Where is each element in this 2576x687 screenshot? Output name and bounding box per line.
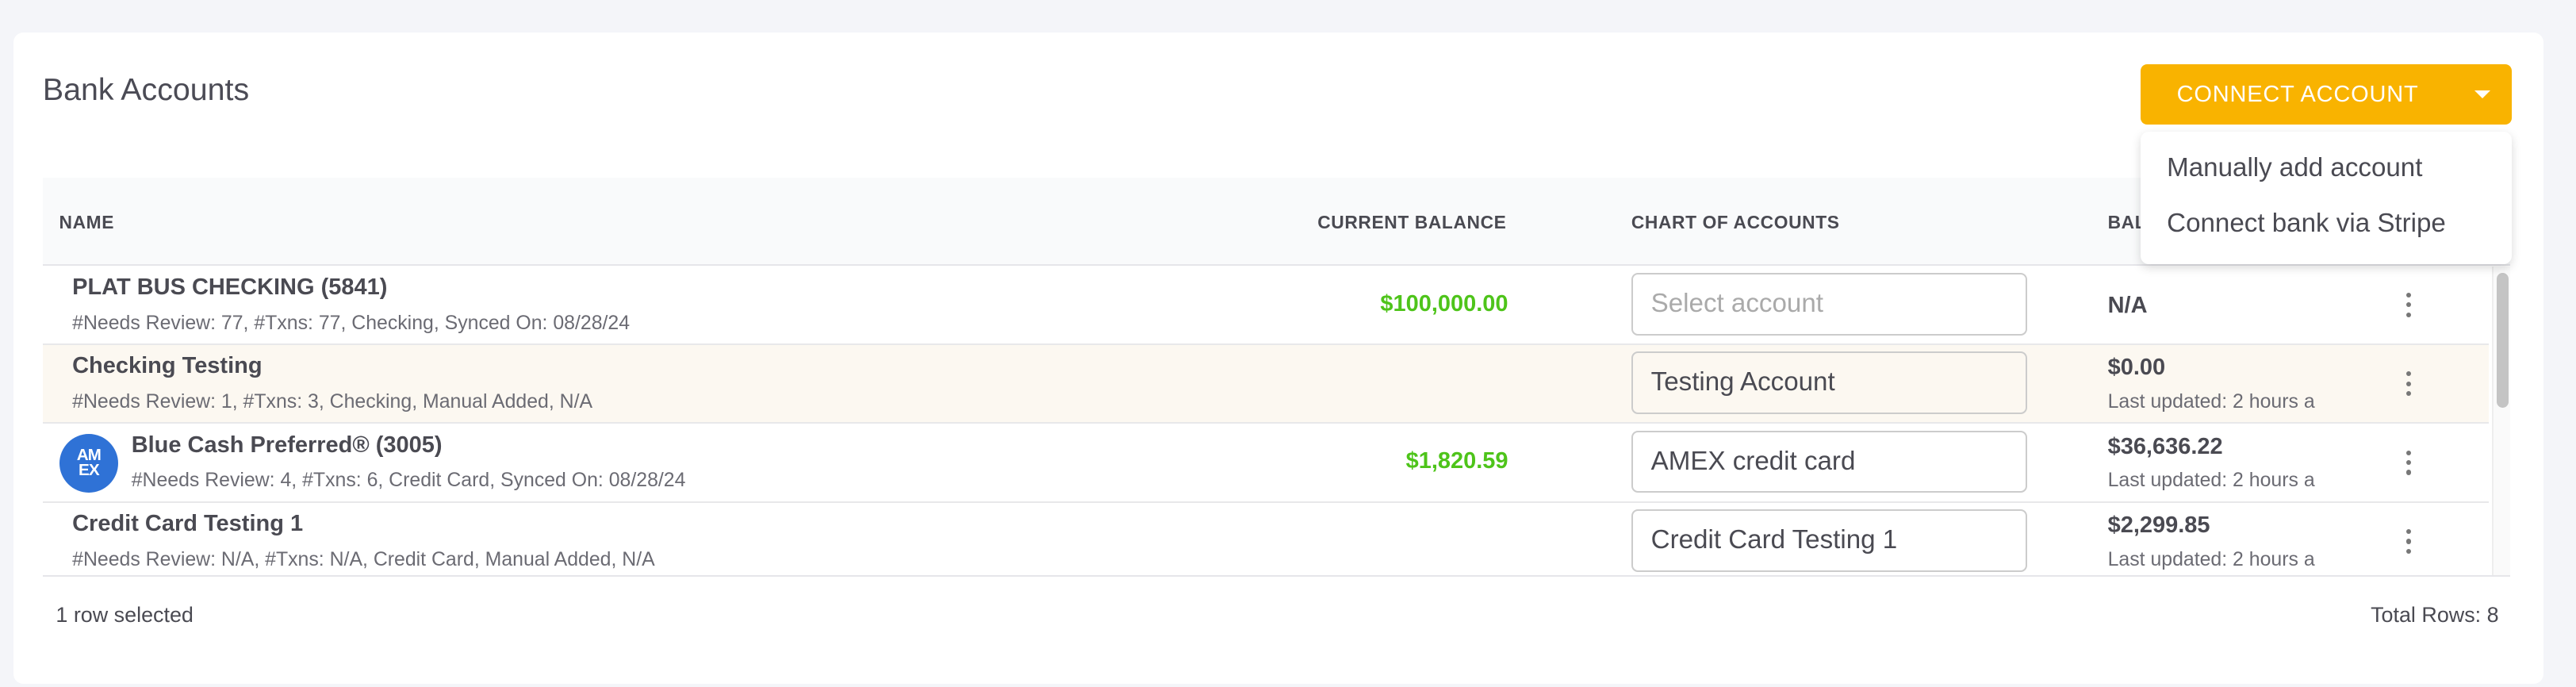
balance: N/A [2107, 292, 2148, 318]
menu-item-connect-stripe[interactable]: Connect bank via Stripe [2167, 209, 2446, 239]
chart-of-accounts-select[interactable]: Select account [1631, 272, 2028, 336]
table-row[interactable]: Checking Testing #Needs Review: 1, #Txns:… [42, 344, 2490, 424]
table-row[interactable]: Credit Card Testing 1 #Needs Review: N/A,… [42, 502, 2490, 575]
current-balance: $1,820.59 [1405, 448, 1508, 474]
table-body: Credit Card Testing 1 #Needs Review: N/A,… [42, 266, 2511, 577]
balance: $2,299.85 [2107, 512, 2210, 539]
more-vert-icon[interactable] [2403, 371, 2413, 397]
menu-item-manually-add[interactable]: Manually add account [2167, 152, 2423, 182]
account-name: Checking Testing [72, 353, 263, 379]
amex-logo: AM EX [59, 433, 119, 493]
current-balance: $100,000.00 [1380, 290, 1508, 317]
balance: $36,636.22 [2107, 433, 2223, 459]
last-updated: Last updated: 2 hours a [2107, 548, 2315, 570]
connect-account-label: CONNECT ACCOUNT [2176, 81, 2419, 107]
column-header-name[interactable]: NAME [59, 212, 115, 233]
scrollbar-thumb[interactable] [2497, 272, 2509, 408]
last-updated: Last updated: 2 hours a [2107, 470, 2315, 492]
column-header-balance[interactable]: BAL [2107, 212, 2147, 233]
account-details: #Needs Review: 4, #Txns: 6, Credit Card,… [131, 470, 686, 492]
table-header: NAME CURRENT BALANCE CHART OF ACCOUNTS B… [42, 177, 2511, 267]
account-name: PLAT BUS CHECKING (5841) [72, 274, 388, 300]
page-title: Bank Accounts [42, 72, 250, 108]
account-details: #Needs Review: 77, #Txns: 77, Checking, … [72, 312, 631, 334]
connect-account-menu: Manually add account Connect bank via St… [2141, 131, 2513, 265]
balance: $0.00 [2107, 355, 2166, 381]
chart-of-accounts-select[interactable]: AMEX credit card [1631, 430, 2028, 493]
last-updated: Last updated: 2 hours a [2107, 390, 2315, 413]
account-name: Credit Card Testing 1 [72, 511, 304, 537]
account-details: #Needs Review: 1, #Txns: 3, Checking, Ma… [72, 390, 593, 413]
table-row[interactable]: PLAT BUS CHECKING (5841) #Needs Review: 7… [42, 266, 2490, 345]
selection-status: 1 row selected [56, 603, 194, 628]
scrollbar[interactable] [2492, 266, 2511, 575]
chart-of-accounts-select[interactable]: Testing Account [1631, 351, 2028, 414]
bank-accounts-card: Bank Accounts CONNECT ACCOUNT Manually a… [13, 33, 2543, 684]
more-vert-icon[interactable] [2403, 292, 2413, 319]
chart-of-accounts-select[interactable]: Credit Card Testing 1 [1631, 509, 2028, 572]
connect-account-button[interactable]: CONNECT ACCOUNT [2141, 63, 2513, 125]
more-vert-icon[interactable] [2403, 528, 2413, 555]
column-header-current-balance[interactable]: CURRENT BALANCE [1317, 212, 1507, 233]
column-header-chart-of-accounts[interactable]: CHART OF ACCOUNTS [1631, 212, 1840, 233]
total-rows: Total Rows: 8 [2371, 603, 2499, 628]
table-row[interactable]: AM EX Blue Cash Preferred® (3005) #Needs Re… [42, 424, 2490, 503]
account-details: #Needs Review: N/A, #Txns: N/A, Credit C… [72, 548, 655, 570]
account-name: Blue Cash Preferred® (3005) [131, 432, 443, 458]
caret-down-icon[interactable] [2474, 90, 2491, 98]
more-vert-icon[interactable] [2403, 450, 2413, 477]
